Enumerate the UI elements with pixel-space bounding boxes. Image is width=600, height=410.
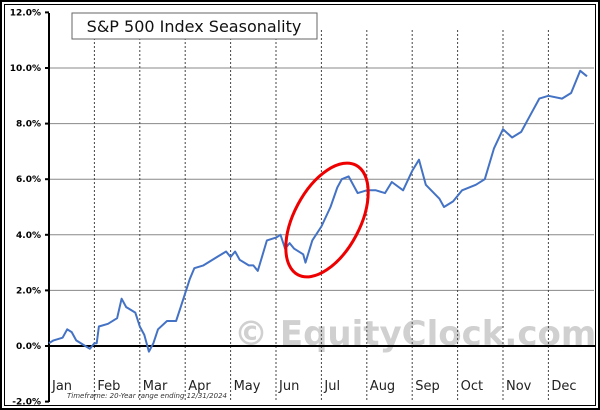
series-line <box>48 69 588 353</box>
title-box <box>71 12 318 40</box>
y-tick-label: 2.0% <box>16 286 41 296</box>
y-tick-label: 8.0% <box>16 120 41 130</box>
x-tick-label-jun: Jun <box>278 379 299 394</box>
x-tick-label-sep: Sep <box>415 379 440 394</box>
watermark: © EquityClock.com <box>234 314 596 354</box>
y-tick-label: 6.0% <box>16 175 41 185</box>
y-tick-label: 10.0% <box>10 64 41 74</box>
timeframe-note: Timeframe: 20-Year range ending 12/31/20… <box>67 392 227 400</box>
x-tick-label-may: May <box>234 379 261 394</box>
x-tick-label-mar: Mar <box>143 379 168 394</box>
x-tick-label-nov: Nov <box>506 379 532 394</box>
y-tick-label: 4.0% <box>16 231 41 241</box>
x-tick-label-dec: Dec <box>551 379 576 394</box>
x-tick-label-jan: Jan <box>51 379 72 394</box>
y-tick-label: -2.0% <box>12 398 41 408</box>
chart-title: S&P 500 Index Seasonality <box>87 17 302 36</box>
y-tick-label: 0.0% <box>16 342 41 352</box>
highlight-ellipse <box>284 161 370 279</box>
x-tick-label-feb: Feb <box>97 379 120 394</box>
x-tick-label-apr: Apr <box>188 379 211 394</box>
y-tick-label: 12.0% <box>10 8 41 18</box>
x-tick-label-aug: Aug <box>370 379 395 394</box>
x-tick-label-jul: Jul <box>323 379 340 394</box>
x-tick-label-oct: Oct <box>461 379 483 394</box>
